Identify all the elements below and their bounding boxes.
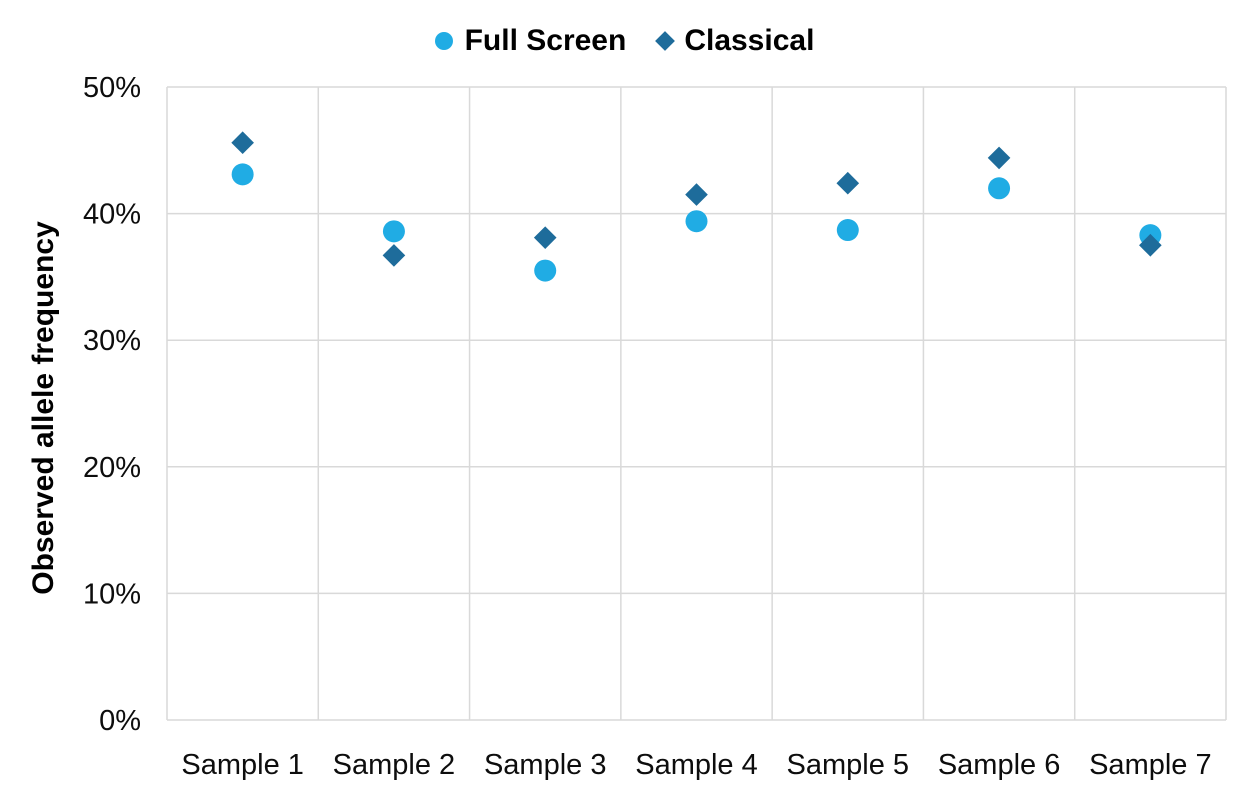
data-point-full-screen (988, 177, 1011, 200)
y-tick-label: 0% (99, 705, 141, 737)
x-category-label: Sample 5 (787, 749, 910, 781)
classical-diamond-icon (655, 31, 676, 51)
data-point-full-screen (836, 219, 859, 242)
data-point-classical (533, 226, 557, 249)
x-category-label: Sample 7 (1089, 749, 1212, 781)
data-point-classical (836, 171, 860, 195)
legend-label-classical: Classical (684, 24, 815, 57)
y-tick-label: 50% (83, 72, 141, 104)
y-tick-label: 30% (83, 325, 141, 357)
y-axis-title: Observed allele frequency (27, 221, 60, 595)
x-category-label: Sample 3 (484, 749, 607, 781)
x-category-label: Sample 1 (181, 749, 304, 781)
y-tick-label: 40% (83, 199, 141, 231)
data-point-classical (382, 244, 406, 267)
data-point-classical (685, 183, 708, 206)
data-point-full-screen (382, 220, 405, 243)
data-point-full-screen (231, 163, 254, 186)
x-category-label: Sample 6 (938, 749, 1061, 781)
data-point-full-screen (685, 210, 708, 233)
x-category-label: Sample 2 (333, 749, 456, 781)
y-tick-label: 20% (83, 452, 141, 484)
y-tick-label: 10% (83, 578, 141, 610)
legend-item-full-screen: Full Screen (434, 24, 627, 58)
data-point-classical (987, 146, 1011, 170)
data-point-classical (231, 131, 254, 155)
chart-legend: Full Screen Classical (0, 24, 1249, 58)
legend-item-classical: Classical (655, 24, 815, 58)
full-screen-circle-icon (434, 32, 453, 50)
legend-label-full-screen: Full Screen (464, 24, 627, 57)
data-point-full-screen (534, 259, 557, 282)
x-category-label: Sample 4 (635, 749, 758, 781)
